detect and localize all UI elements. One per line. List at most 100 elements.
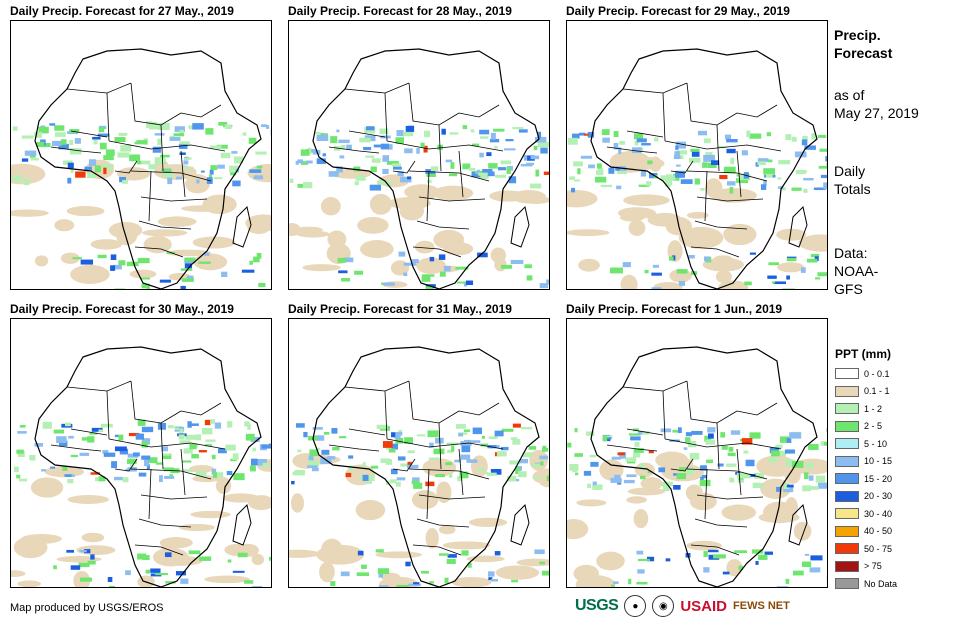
country-border bbox=[416, 518, 470, 528]
rain-cell bbox=[763, 180, 767, 186]
light-precip-area bbox=[702, 257, 745, 272]
rain-cell bbox=[316, 134, 329, 142]
rain-cell bbox=[464, 439, 471, 443]
rain-cell bbox=[178, 144, 188, 149]
rain-cell bbox=[423, 145, 428, 153]
light-precip-area bbox=[30, 477, 64, 498]
light-precip-area bbox=[623, 194, 670, 207]
rain-cell bbox=[472, 143, 480, 147]
country-border bbox=[130, 170, 212, 182]
rain-cell bbox=[357, 550, 364, 556]
rain-cell bbox=[675, 170, 685, 178]
madagascar-outline bbox=[788, 504, 808, 546]
rain-cell bbox=[183, 157, 192, 160]
rain-cell bbox=[167, 177, 173, 185]
rain-cell bbox=[804, 553, 810, 556]
rain-cell bbox=[749, 432, 753, 437]
rain-cell bbox=[494, 146, 498, 149]
rain-cell bbox=[773, 281, 787, 285]
rain-cell bbox=[427, 179, 432, 184]
rain-cell bbox=[253, 175, 264, 180]
legend-item: 30 - 40 bbox=[835, 506, 892, 521]
country-border bbox=[130, 380, 182, 424]
country-border bbox=[140, 196, 208, 202]
rain-cell bbox=[524, 264, 532, 269]
light-precip-area bbox=[81, 532, 105, 543]
rain-cell bbox=[164, 475, 175, 479]
rain-cell bbox=[763, 168, 776, 175]
rain-cell bbox=[462, 163, 471, 170]
rain-cell bbox=[201, 427, 213, 435]
rain-cell bbox=[404, 148, 413, 154]
rain-cell bbox=[180, 578, 189, 584]
rain-cell bbox=[646, 556, 655, 562]
light-precip-area bbox=[11, 570, 26, 577]
legend-swatch bbox=[835, 455, 859, 467]
rain-cell bbox=[65, 422, 71, 427]
rain-cell bbox=[616, 169, 627, 174]
rain-cell bbox=[508, 176, 517, 184]
rain-cell bbox=[602, 137, 610, 143]
light-precip-area bbox=[179, 523, 215, 532]
legend-item: 40 - 50 bbox=[835, 524, 892, 539]
data-line-2: NOAA- bbox=[834, 263, 879, 279]
rain-cell bbox=[79, 452, 90, 456]
rain-cell bbox=[390, 468, 398, 475]
rain-cell bbox=[220, 152, 231, 159]
light-precip-area bbox=[710, 188, 757, 203]
light-precip-area bbox=[204, 575, 251, 584]
rain-cell bbox=[607, 437, 612, 440]
rain-cell bbox=[24, 178, 30, 186]
rain-cell bbox=[794, 151, 807, 158]
rain-cell bbox=[486, 152, 492, 157]
rain-cell bbox=[268, 556, 271, 561]
rain-cell bbox=[817, 272, 827, 277]
rain-cell bbox=[217, 448, 227, 454]
light-precip-area bbox=[60, 252, 80, 264]
rain-cell bbox=[348, 465, 354, 472]
rain-cell bbox=[823, 182, 827, 190]
rain-cell bbox=[198, 261, 211, 264]
light-precip-area bbox=[689, 492, 717, 511]
rain-cell bbox=[189, 443, 197, 450]
rain-cell bbox=[125, 570, 131, 576]
rain-cell bbox=[477, 467, 485, 471]
country-border bbox=[108, 140, 226, 152]
rain-cell bbox=[249, 169, 262, 173]
rain-cell bbox=[445, 159, 453, 163]
rain-cell bbox=[571, 187, 576, 193]
rain-cell bbox=[256, 253, 262, 259]
rain-cell bbox=[69, 148, 82, 155]
rain-cell bbox=[507, 475, 517, 482]
rain-cell bbox=[640, 169, 647, 177]
rain-cell bbox=[647, 160, 653, 165]
rain-cell bbox=[291, 480, 295, 485]
rain-cell bbox=[447, 449, 453, 453]
country-border bbox=[670, 160, 694, 174]
heading-line-1: Precip. bbox=[834, 27, 881, 43]
country-border bbox=[348, 428, 386, 436]
rain-cell bbox=[428, 457, 440, 460]
rain-cell bbox=[446, 442, 459, 446]
rain-cell bbox=[139, 277, 150, 280]
rain-cell bbox=[633, 428, 639, 432]
rain-cell bbox=[362, 474, 369, 481]
rain-cell bbox=[619, 140, 626, 145]
rain-cell bbox=[676, 269, 688, 274]
light-precip-area bbox=[721, 504, 757, 521]
africa-coastline bbox=[590, 48, 818, 289]
light-precip-area bbox=[617, 207, 657, 219]
rain-cell bbox=[179, 428, 184, 434]
rain-cell bbox=[256, 165, 263, 169]
rain-cell bbox=[809, 567, 821, 573]
light-precip-area bbox=[380, 572, 400, 581]
rain-cell bbox=[768, 457, 778, 463]
rain-cell bbox=[260, 124, 267, 128]
rain-cell bbox=[83, 549, 91, 554]
rain-cell bbox=[664, 175, 676, 181]
rain-cell bbox=[757, 161, 767, 166]
rain-cell bbox=[186, 275, 194, 279]
legend-label: 40 - 50 bbox=[864, 526, 893, 536]
rain-cell bbox=[583, 133, 589, 136]
light-precip-area bbox=[723, 223, 757, 246]
